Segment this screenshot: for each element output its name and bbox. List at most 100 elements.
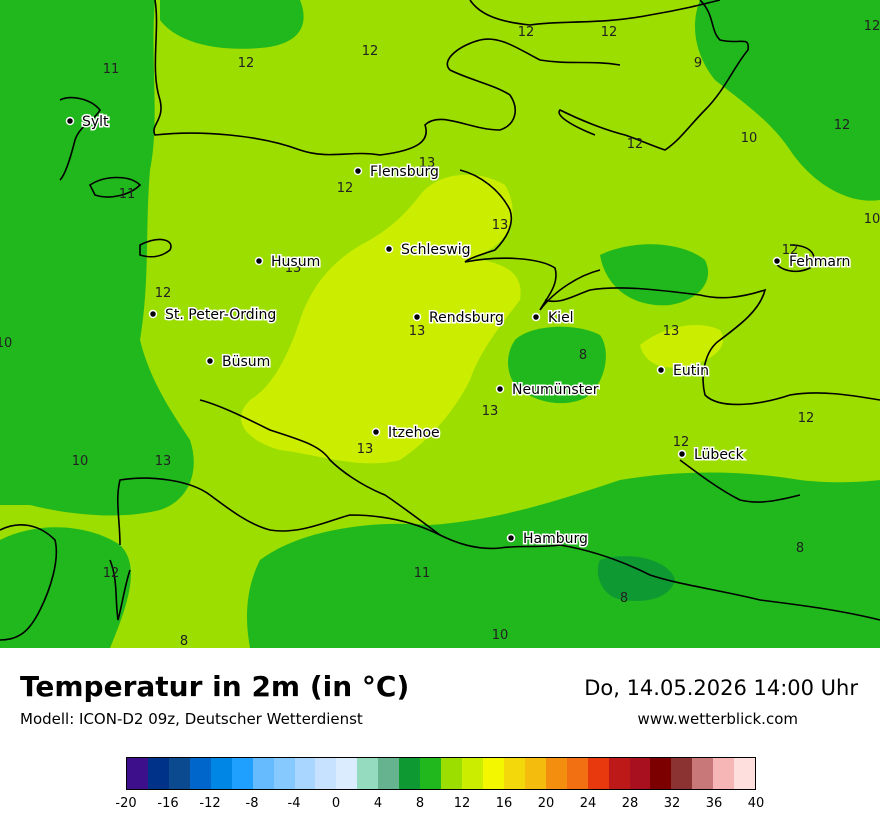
- city-dot: [353, 166, 363, 176]
- temp-field-10-patch: [597, 556, 675, 601]
- city-marker[interactable]: St. Peter-Ording: [148, 306, 278, 325]
- city-dot: [506, 533, 516, 543]
- model-info: Modell: ICON-D2 09z, Deutscher Wetterdie…: [20, 710, 363, 728]
- scale-cell: [336, 758, 358, 789]
- city-name: Büsum: [222, 354, 270, 370]
- temp-label: 12: [238, 56, 255, 71]
- city-dot: [254, 256, 264, 266]
- city-name: Hamburg: [523, 531, 588, 547]
- temp-label: 10: [0, 336, 12, 351]
- temp-field-11-center: [508, 326, 606, 404]
- scale-tick-label: -20: [115, 796, 137, 811]
- city-name: Fehmarn: [789, 254, 850, 270]
- temp-field-11-north: [160, 0, 304, 49]
- temp-field-13: [241, 174, 521, 464]
- scale-cell: [210, 758, 232, 789]
- scale-cell: [147, 758, 169, 789]
- city-name: Lübeck: [694, 447, 745, 463]
- scale-tick-label: 8: [415, 796, 425, 811]
- city-marker[interactable]: Eutin: [656, 362, 710, 381]
- temp-label: 12: [518, 25, 535, 40]
- scale-cell: [545, 758, 567, 789]
- temp-label: 13: [285, 261, 302, 276]
- city-dot: [495, 384, 505, 394]
- temp-label: 12: [834, 118, 851, 133]
- city-dot: [371, 427, 381, 437]
- scale-tick-label: 28: [621, 796, 639, 811]
- city-marker[interactable]: Flensburg: [353, 163, 440, 182]
- website-link[interactable]: www.wetterblick.com: [637, 710, 798, 728]
- scale-cell: [462, 758, 483, 789]
- city-dot: [148, 309, 158, 319]
- scale-cell: [441, 758, 462, 789]
- temp-label: 8: [796, 541, 804, 556]
- temp-label: 12: [337, 181, 354, 196]
- scale-tick-label: 40: [747, 796, 765, 811]
- scale-cell: [357, 758, 379, 789]
- scale-cell: [127, 758, 148, 789]
- scale-tick-label: 32: [663, 796, 681, 811]
- city-marker[interactable]: Fehmarn: [772, 253, 852, 272]
- city-marker[interactable]: Itzehoe: [371, 424, 441, 443]
- scale-cell: [482, 758, 504, 789]
- temp-label: 13: [357, 442, 374, 457]
- scale-cell: [420, 758, 442, 789]
- temp-label: 12: [601, 25, 618, 40]
- scale-cell: [734, 758, 756, 789]
- city-name: Eutin: [673, 363, 709, 379]
- city-name: St. Peter-Ording: [165, 307, 276, 323]
- forecast-datetime: Do, 14.05.2026 14:00 Uhr: [584, 676, 858, 700]
- scale-tick-label: -12: [199, 796, 221, 811]
- temp-label: 13: [663, 324, 680, 339]
- temp-field-11-nordsee: [0, 0, 194, 516]
- temp-label: 13: [409, 324, 426, 339]
- city-marker[interactable]: Lübeck: [677, 446, 746, 465]
- temp-label: 12: [155, 286, 172, 301]
- temp-label: 11: [414, 566, 431, 581]
- city-name: Kiel: [548, 310, 574, 326]
- temp-field-11-sw: [0, 527, 131, 648]
- temp-label: 12: [673, 435, 690, 450]
- temperature-map[interactable]: 11 12 12 12 12 9 12 12 10 12 13 12 11 13 10 12 13 12 10 13 1…: [0, 0, 880, 648]
- temp-label: 12: [782, 243, 799, 258]
- scale-cell: [566, 758, 588, 789]
- temp-field-11-east: [600, 244, 709, 306]
- city-marker[interactable]: Hamburg: [506, 530, 589, 549]
- temp-label: 10: [492, 628, 509, 643]
- scale-tick-label: -4: [287, 796, 301, 811]
- scale-cell: [315, 758, 337, 789]
- city-dot: [412, 312, 422, 322]
- city-marker[interactable]: Sylt: [65, 113, 111, 132]
- city-marker[interactable]: Rendsburg: [412, 309, 505, 328]
- scale-tick-label: 0: [331, 796, 341, 811]
- scale-cell: [524, 758, 546, 789]
- scale-cell: [273, 758, 295, 789]
- temp-label: 12: [798, 411, 815, 426]
- city-name: Neumünster: [512, 382, 599, 398]
- temp-label: 12: [362, 44, 379, 59]
- scale-cell: [378, 758, 400, 789]
- city-dot: [65, 116, 75, 126]
- city-dot: [677, 449, 687, 459]
- temp-label: 8: [180, 634, 188, 648]
- scale-cell: [608, 758, 630, 789]
- temp-label: 12: [627, 137, 644, 152]
- city-marker[interactable]: Schleswig: [384, 241, 472, 260]
- temp-label: 13: [482, 404, 499, 419]
- city-name: Schleswig: [401, 242, 470, 258]
- city-marker[interactable]: Husum: [254, 253, 322, 272]
- city-marker[interactable]: Büsum: [205, 353, 272, 372]
- scale-cell: [650, 758, 672, 789]
- scale-cell: [629, 758, 651, 789]
- temperature-labels: 11 12 12 12 12 9 12 12 10 12 13 12 11 13 10 12 13 12 10 13 1…: [0, 19, 880, 648]
- city-name: Husum: [271, 254, 320, 270]
- temp-label: 12: [864, 19, 880, 34]
- scale-cell: [713, 758, 735, 789]
- scale-cell: [692, 758, 714, 789]
- temp-label: 13: [419, 156, 436, 171]
- temp-label: 8: [579, 348, 587, 363]
- scale-tick-label: 36: [705, 796, 723, 811]
- scale-tick-label: 20: [537, 796, 555, 811]
- city-marker[interactable]: Kiel: [531, 309, 575, 328]
- city-marker[interactable]: Neumünster: [495, 381, 600, 400]
